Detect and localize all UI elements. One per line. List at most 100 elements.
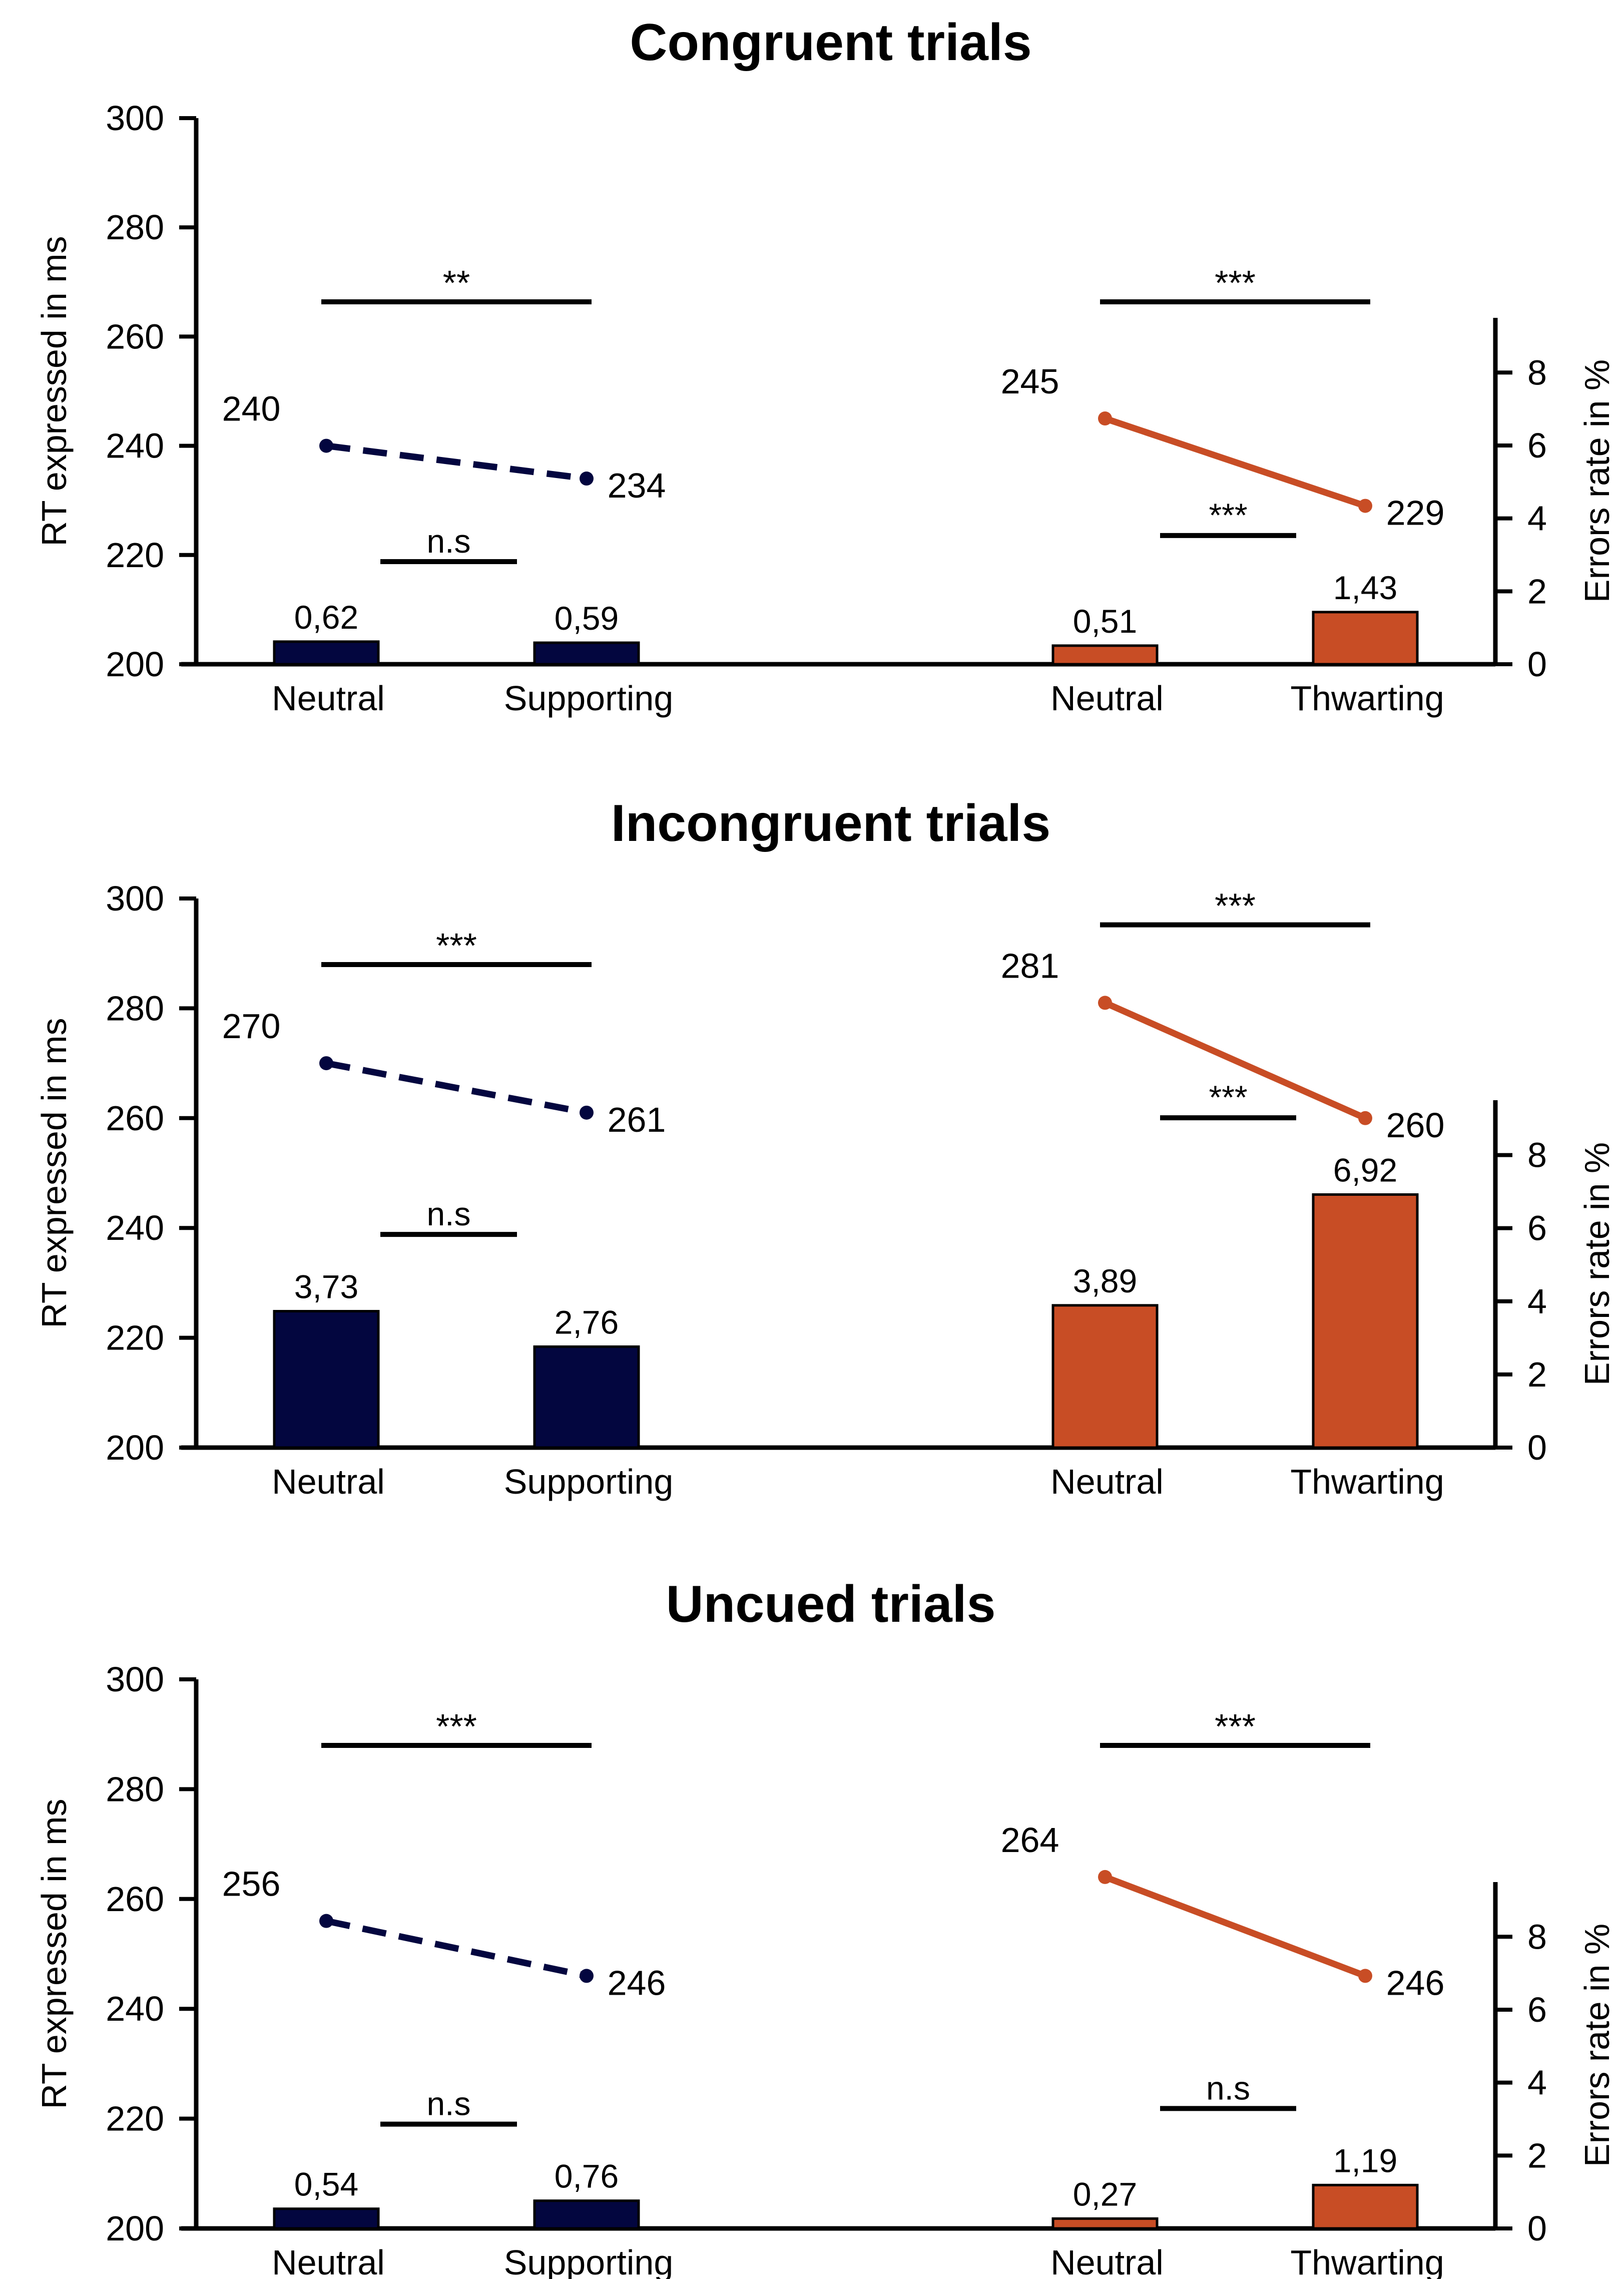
rt-point <box>580 472 594 486</box>
rt-significance-label: *** <box>1215 886 1256 926</box>
x-category-label: Neutral <box>1050 1462 1164 1501</box>
error-bar-label: 0,27 <box>1073 2175 1137 2212</box>
rt-point <box>1098 411 1112 426</box>
error-bar <box>273 1310 380 1449</box>
rt-value-label: 264 <box>1001 1820 1059 1860</box>
y-tick-label: 220 <box>106 2099 164 2138</box>
y2-tick-label: 4 <box>1527 499 1547 538</box>
error-bar-label: 0,54 <box>294 2166 358 2203</box>
rt-significance-label: *** <box>1215 1707 1256 1746</box>
error-bar <box>533 2199 640 2230</box>
rt-line <box>325 1918 588 1979</box>
error-bar-label: 2,76 <box>555 1303 619 1340</box>
rt-significance-label: *** <box>1215 263 1256 302</box>
y2-tick-label: 4 <box>1527 1282 1547 1321</box>
rt-value-label: 229 <box>1386 494 1445 533</box>
error-bar-label: 1,43 <box>1333 569 1397 606</box>
y-tick-label: 220 <box>106 536 164 575</box>
error-bar-label: 1,19 <box>1333 2142 1397 2179</box>
y-axis-label: RT expressed in ms <box>35 236 74 547</box>
x-category-label: Thwarting <box>1290 1462 1444 1501</box>
y-tick-label: 200 <box>106 2209 164 2248</box>
rt-line <box>326 442 587 482</box>
y2-tick-label: 2 <box>1527 572 1547 611</box>
error-bar <box>1312 1193 1419 1449</box>
rt-line <box>1104 1874 1367 1979</box>
rt-line <box>1104 1000 1367 1121</box>
y2-tick-label: 8 <box>1527 353 1547 392</box>
rt-value-label: 281 <box>1001 946 1059 985</box>
error-bar <box>1051 1304 1159 1449</box>
rt-point <box>1098 1870 1112 1884</box>
x-category-label: Thwarting <box>1290 679 1444 718</box>
error-significance-label: *** <box>1209 497 1247 534</box>
error-bar-label: 6,92 <box>1333 1151 1397 1188</box>
y-tick-label: 260 <box>106 317 164 356</box>
rt-point <box>580 1969 594 1983</box>
error-bar <box>533 641 640 666</box>
y-tick-label: 300 <box>106 1660 164 1699</box>
y2-tick-label: 6 <box>1527 426 1547 465</box>
error-bar-label: 3,89 <box>1073 1262 1137 1299</box>
y2-tick-label: 0 <box>1527 2209 1547 2248</box>
y-tick-label: 240 <box>106 1989 164 2028</box>
rt-value-label: 270 <box>222 1007 281 1046</box>
rt-point <box>1358 499 1372 513</box>
error-bar <box>1051 644 1159 666</box>
error-significance-label: n.s <box>426 523 470 560</box>
error-bar <box>273 640 380 666</box>
rt-value-label: 260 <box>1386 1106 1445 1145</box>
y2-tick-label: 0 <box>1527 1428 1547 1467</box>
y2-axis-label: Errors rate in % <box>1577 1924 1616 2167</box>
x-category-label: Supporting <box>504 1462 674 1501</box>
chart-title: Incongruent trials <box>611 794 1050 852</box>
y-tick-label: 260 <box>106 1099 164 1138</box>
y-axis-label: RT expressed in ms <box>35 1799 74 2109</box>
rt-significance-label: *** <box>436 926 477 965</box>
x-category-label: Neutral <box>272 1462 385 1501</box>
error-significance-label: *** <box>1209 1079 1247 1116</box>
y-tick-label: 240 <box>106 1208 164 1247</box>
error-bar-label: 0,62 <box>294 599 358 636</box>
chart-title: Uncued trials <box>666 1575 996 1633</box>
rt-value-label: 245 <box>1001 362 1059 401</box>
error-bar-label: 3,73 <box>294 1268 358 1305</box>
error-bar <box>533 1345 640 1449</box>
y2-tick-label: 0 <box>1527 645 1547 684</box>
error-significance-label: n.s <box>1206 2069 1250 2106</box>
rt-value-label: 234 <box>608 466 666 505</box>
y-tick-label: 280 <box>106 989 164 1028</box>
y-tick-label: 260 <box>106 1880 164 1919</box>
rt-value-label: 256 <box>222 1865 281 1904</box>
rt-point <box>580 1105 594 1120</box>
error-bar-label: 0,76 <box>555 2158 619 2195</box>
rt-value-label: 240 <box>222 389 281 428</box>
error-bar <box>1051 2217 1159 2230</box>
error-significance-label: n.s <box>426 1195 470 1232</box>
x-category-label: Neutral <box>272 2243 385 2279</box>
rt-line <box>325 1060 588 1116</box>
y-tick-label: 200 <box>106 1428 164 1467</box>
y2-axis-label: Errors rate in % <box>1577 359 1616 603</box>
y-tick-label: 300 <box>106 99 164 138</box>
rt-point <box>319 1056 333 1071</box>
rt-value-label: 246 <box>608 1963 666 2002</box>
rt-point <box>319 438 333 453</box>
y-tick-label: 280 <box>106 208 164 247</box>
rt-significance-label: *** <box>436 1707 477 1746</box>
y-tick-label: 240 <box>106 426 164 466</box>
x-category-label: Thwarting <box>1290 2243 1444 2279</box>
error-significance-label: n.s <box>426 2085 470 2122</box>
rt-significance-label: ** <box>443 263 470 302</box>
y-axis-label: RT expressed in ms <box>35 1018 74 1328</box>
y2-axis-label: Errors rate in % <box>1577 1142 1616 1386</box>
x-category-label: Neutral <box>1050 679 1164 718</box>
y2-tick-label: 8 <box>1527 1136 1547 1175</box>
x-category-label: Supporting <box>504 679 674 718</box>
error-bar <box>273 2207 380 2230</box>
x-category-label: Neutral <box>1050 2243 1164 2279</box>
error-bar-label: 0,51 <box>1073 603 1137 640</box>
